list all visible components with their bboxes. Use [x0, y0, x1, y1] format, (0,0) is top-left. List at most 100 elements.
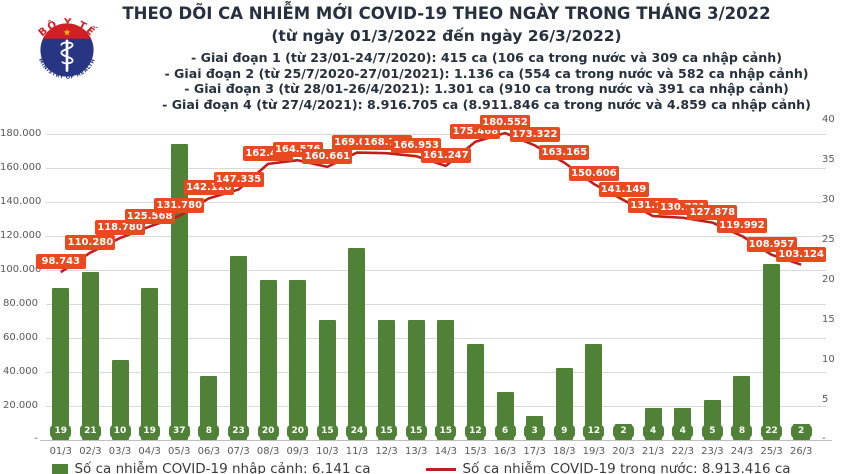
right-axis-tick-label: 10: [822, 354, 835, 365]
bar-value-label: 37: [168, 425, 190, 438]
imported-cases-bar: [585, 344, 603, 440]
right-axis-zero-label: -: [822, 433, 826, 444]
x-axis-date-label: 21/3: [641, 446, 665, 457]
line-value-label: 127.878: [687, 204, 738, 220]
gridline: [46, 372, 826, 373]
x-axis-date-label: 01/3: [49, 446, 73, 457]
x-axis-date-label: 19/3: [582, 446, 606, 457]
legend-label-domestic: Số ca nhiễm COVID-19 trong nước: 8.913.4…: [462, 461, 791, 474]
ministry-of-health-logo: ★ BỘ Y TẾ MINISTRY OF HEALTH: [27, 8, 107, 88]
logo-snake-icon: [60, 41, 74, 65]
right-axis-tick-label: 5: [822, 394, 829, 405]
x-axis-date-label: 14/3: [434, 446, 458, 457]
bar-value-label: 2: [613, 425, 634, 438]
bar-value-label: 15: [435, 425, 457, 438]
x-axis-date-label: 20/3: [612, 446, 635, 457]
imported-cases-bar: [466, 344, 484, 440]
imported-cases-bar: [289, 280, 307, 440]
imported-cases-bar: [437, 320, 455, 440]
imported-cases-bar: [763, 264, 781, 440]
x-axis-date-label: 11/3: [345, 446, 369, 457]
left-axis-tick-label: 120.000: [0, 230, 42, 241]
header: THEO DÕI CA NHIỄM MỚI COVID-19 THEO NGÀY…: [50, 2, 843, 48]
gridline: [46, 304, 826, 305]
imported-cases-bar: [52, 288, 70, 440]
bar-value-label: 4: [672, 425, 694, 438]
page-subtitle: (từ ngày 01/3/2022 đến ngày 26/3/2022): [271, 27, 622, 45]
x-axis-date-label: 12/3: [375, 446, 398, 457]
left-axis-tick-label: 140.000: [0, 196, 42, 207]
left-axis-zero-label: -: [34, 433, 38, 444]
x-axis-date-label: 13/3: [404, 446, 428, 457]
x-axis-date-label: 06/3: [197, 446, 221, 457]
gridline: [46, 338, 826, 339]
left-axis-tick-label: 80.000: [3, 298, 38, 309]
x-axis-date-label: 04/3: [138, 446, 161, 457]
bar-value-label: 10: [109, 425, 131, 438]
gridline: [46, 134, 826, 135]
left-axis-tick-label: 160.000: [0, 162, 42, 173]
imported-cases-bar: [733, 376, 751, 440]
imported-cases-bar: [555, 368, 573, 440]
line-value-label: 147.335: [213, 171, 264, 187]
x-axis-date-label: 22/3: [671, 446, 694, 457]
bar-value-label: 9: [553, 425, 575, 438]
right-axis-tick-label: 25: [822, 234, 835, 245]
bar-value-label: 19: [50, 425, 72, 438]
bar-value-label: 8: [198, 425, 220, 438]
line-value-label: 160.661: [302, 148, 353, 164]
gridline: [46, 168, 826, 169]
gridline: [46, 236, 826, 237]
left-axis-tick-label: 60.000: [3, 332, 38, 343]
bar-value-label: 3: [524, 425, 546, 438]
x-axis-date-label: 16/3: [493, 446, 517, 457]
x-axis-date-label: 26/3: [789, 446, 813, 457]
bar-value-label: 4: [642, 425, 664, 438]
line-value-label: 150.606: [568, 165, 619, 181]
bar-value-label: 24: [346, 425, 368, 438]
line-value-label: 161.247: [420, 147, 471, 163]
logo-red-band: [42, 23, 92, 39]
x-axis-date-label: 09/3: [286, 446, 309, 457]
left-axis-tick-label: 40.000: [3, 366, 38, 377]
period-summary-line-3: - Giai đoạn 3 (từ 28/01-26/4/2021): 1.30…: [184, 81, 789, 97]
line-value-label: 119.992: [716, 218, 767, 233]
gridline: [46, 270, 826, 271]
left-axis-tick-label: 20.000: [3, 400, 38, 411]
line-value-label: 118.780: [95, 220, 146, 236]
bar-value-label: 15: [376, 425, 398, 438]
page-title: THEO DÕI CA NHIỄM MỚI COVID-19 THEO NGÀY…: [122, 4, 771, 23]
bar-value-label: 6: [494, 425, 516, 438]
imported-cases-bar: [111, 360, 129, 440]
bar-value-label: 21: [79, 425, 101, 438]
x-axis-date-label: 18/3: [553, 446, 576, 457]
right-axis-tick-label: 35: [822, 154, 835, 165]
imported-cases-bar: [407, 320, 425, 440]
period-summary: - Giai đoạn 1 (từ 23/01-24/7/2020): 415 …: [130, 50, 843, 112]
period-summary-line-2: - Giai đoạn 2 (từ 25/7/2020-27/01/2021):…: [164, 65, 809, 81]
imported-cases-bar: [259, 280, 277, 440]
bar-value-label: 22: [761, 425, 783, 438]
x-axis-date-label: 15/3: [464, 446, 487, 457]
x-axis-date-label: 10/3: [316, 446, 339, 457]
legend-item-domestic: Số ca nhiễm COVID-19 trong nước: 8.913.4…: [426, 461, 791, 474]
line-value-label: 98.743: [35, 254, 86, 270]
period-summary-line-1: - Giai đoạn 1 (từ 23/01-24/7/2020): 415 …: [191, 50, 782, 65]
bar-value-label: 8: [731, 425, 753, 438]
gridline: [46, 406, 826, 407]
x-axis-date-label: 08/3: [256, 446, 280, 457]
x-axis-date-label: 17/3: [523, 446, 546, 457]
line-value-label: 180.552: [480, 115, 531, 131]
bar-value-label: 15: [316, 425, 338, 438]
legend-item-imported: Số ca nhiễm COVID-19 nhập cảnh: 6.141 ca: [52, 461, 370, 474]
right-axis-tick-label: 20: [822, 274, 835, 285]
period-summary-line-4: - Giai đoạn 4 (từ 27/4/2021): 8.916.705 …: [162, 96, 811, 112]
imported-cases-bar: [81, 272, 99, 440]
x-axis-date-label: 05/3: [168, 446, 191, 457]
imported-cases-bar: [318, 320, 336, 440]
bar-value-label: 23: [228, 425, 249, 438]
left-axis-tick-label: 180.000: [0, 128, 42, 139]
bar-series-swatch: [52, 464, 69, 474]
bar-value-label: 12: [583, 425, 605, 438]
